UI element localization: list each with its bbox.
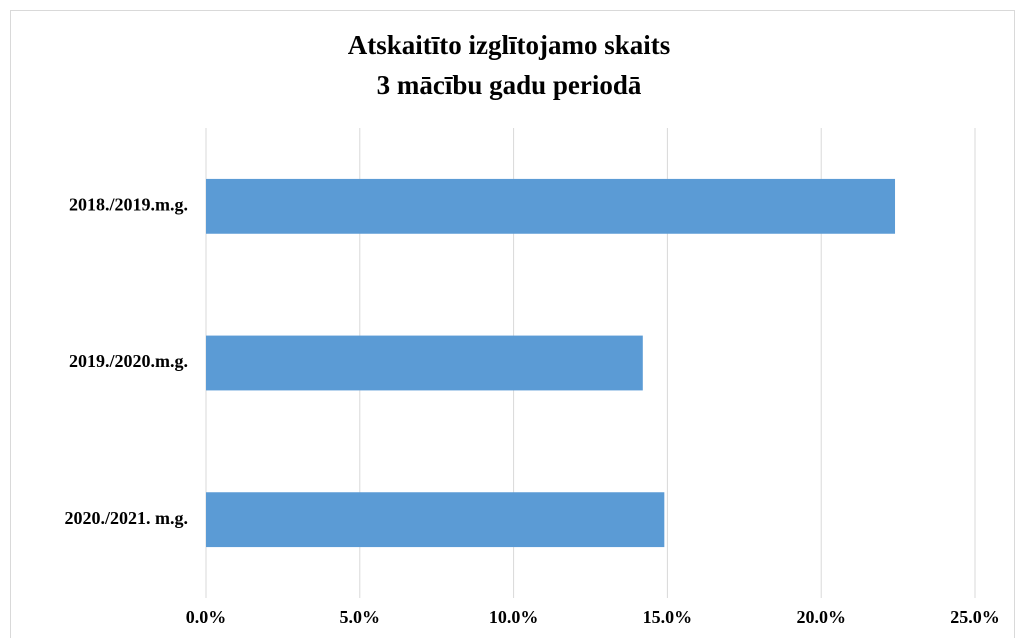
x-tick-label: 20.0%: [796, 607, 846, 627]
x-tick-label: 0.0%: [186, 607, 227, 627]
bar: [206, 492, 665, 548]
x-tick-label: 25.0%: [950, 607, 1000, 627]
y-tick-label: 2018./2019.m.g.: [69, 194, 188, 214]
title-line: 3 mācību gadu periodā: [377, 70, 642, 100]
bar: [206, 335, 643, 391]
y-tick-label: 2019./2020.m.g.: [69, 351, 188, 371]
x-tick-label: 10.0%: [489, 607, 539, 627]
title-line: Atskaitīto izglītojamo skaits: [348, 30, 670, 60]
chart-title: Atskaitīto izglītojamo skaits 3 mācību ga…: [348, 30, 670, 100]
bar: [206, 178, 896, 234]
x-tick-label: 15.0%: [643, 607, 693, 627]
x-tick-label: 5.0%: [340, 607, 381, 627]
y-tick-label: 2020./2021. m.g.: [65, 508, 189, 528]
